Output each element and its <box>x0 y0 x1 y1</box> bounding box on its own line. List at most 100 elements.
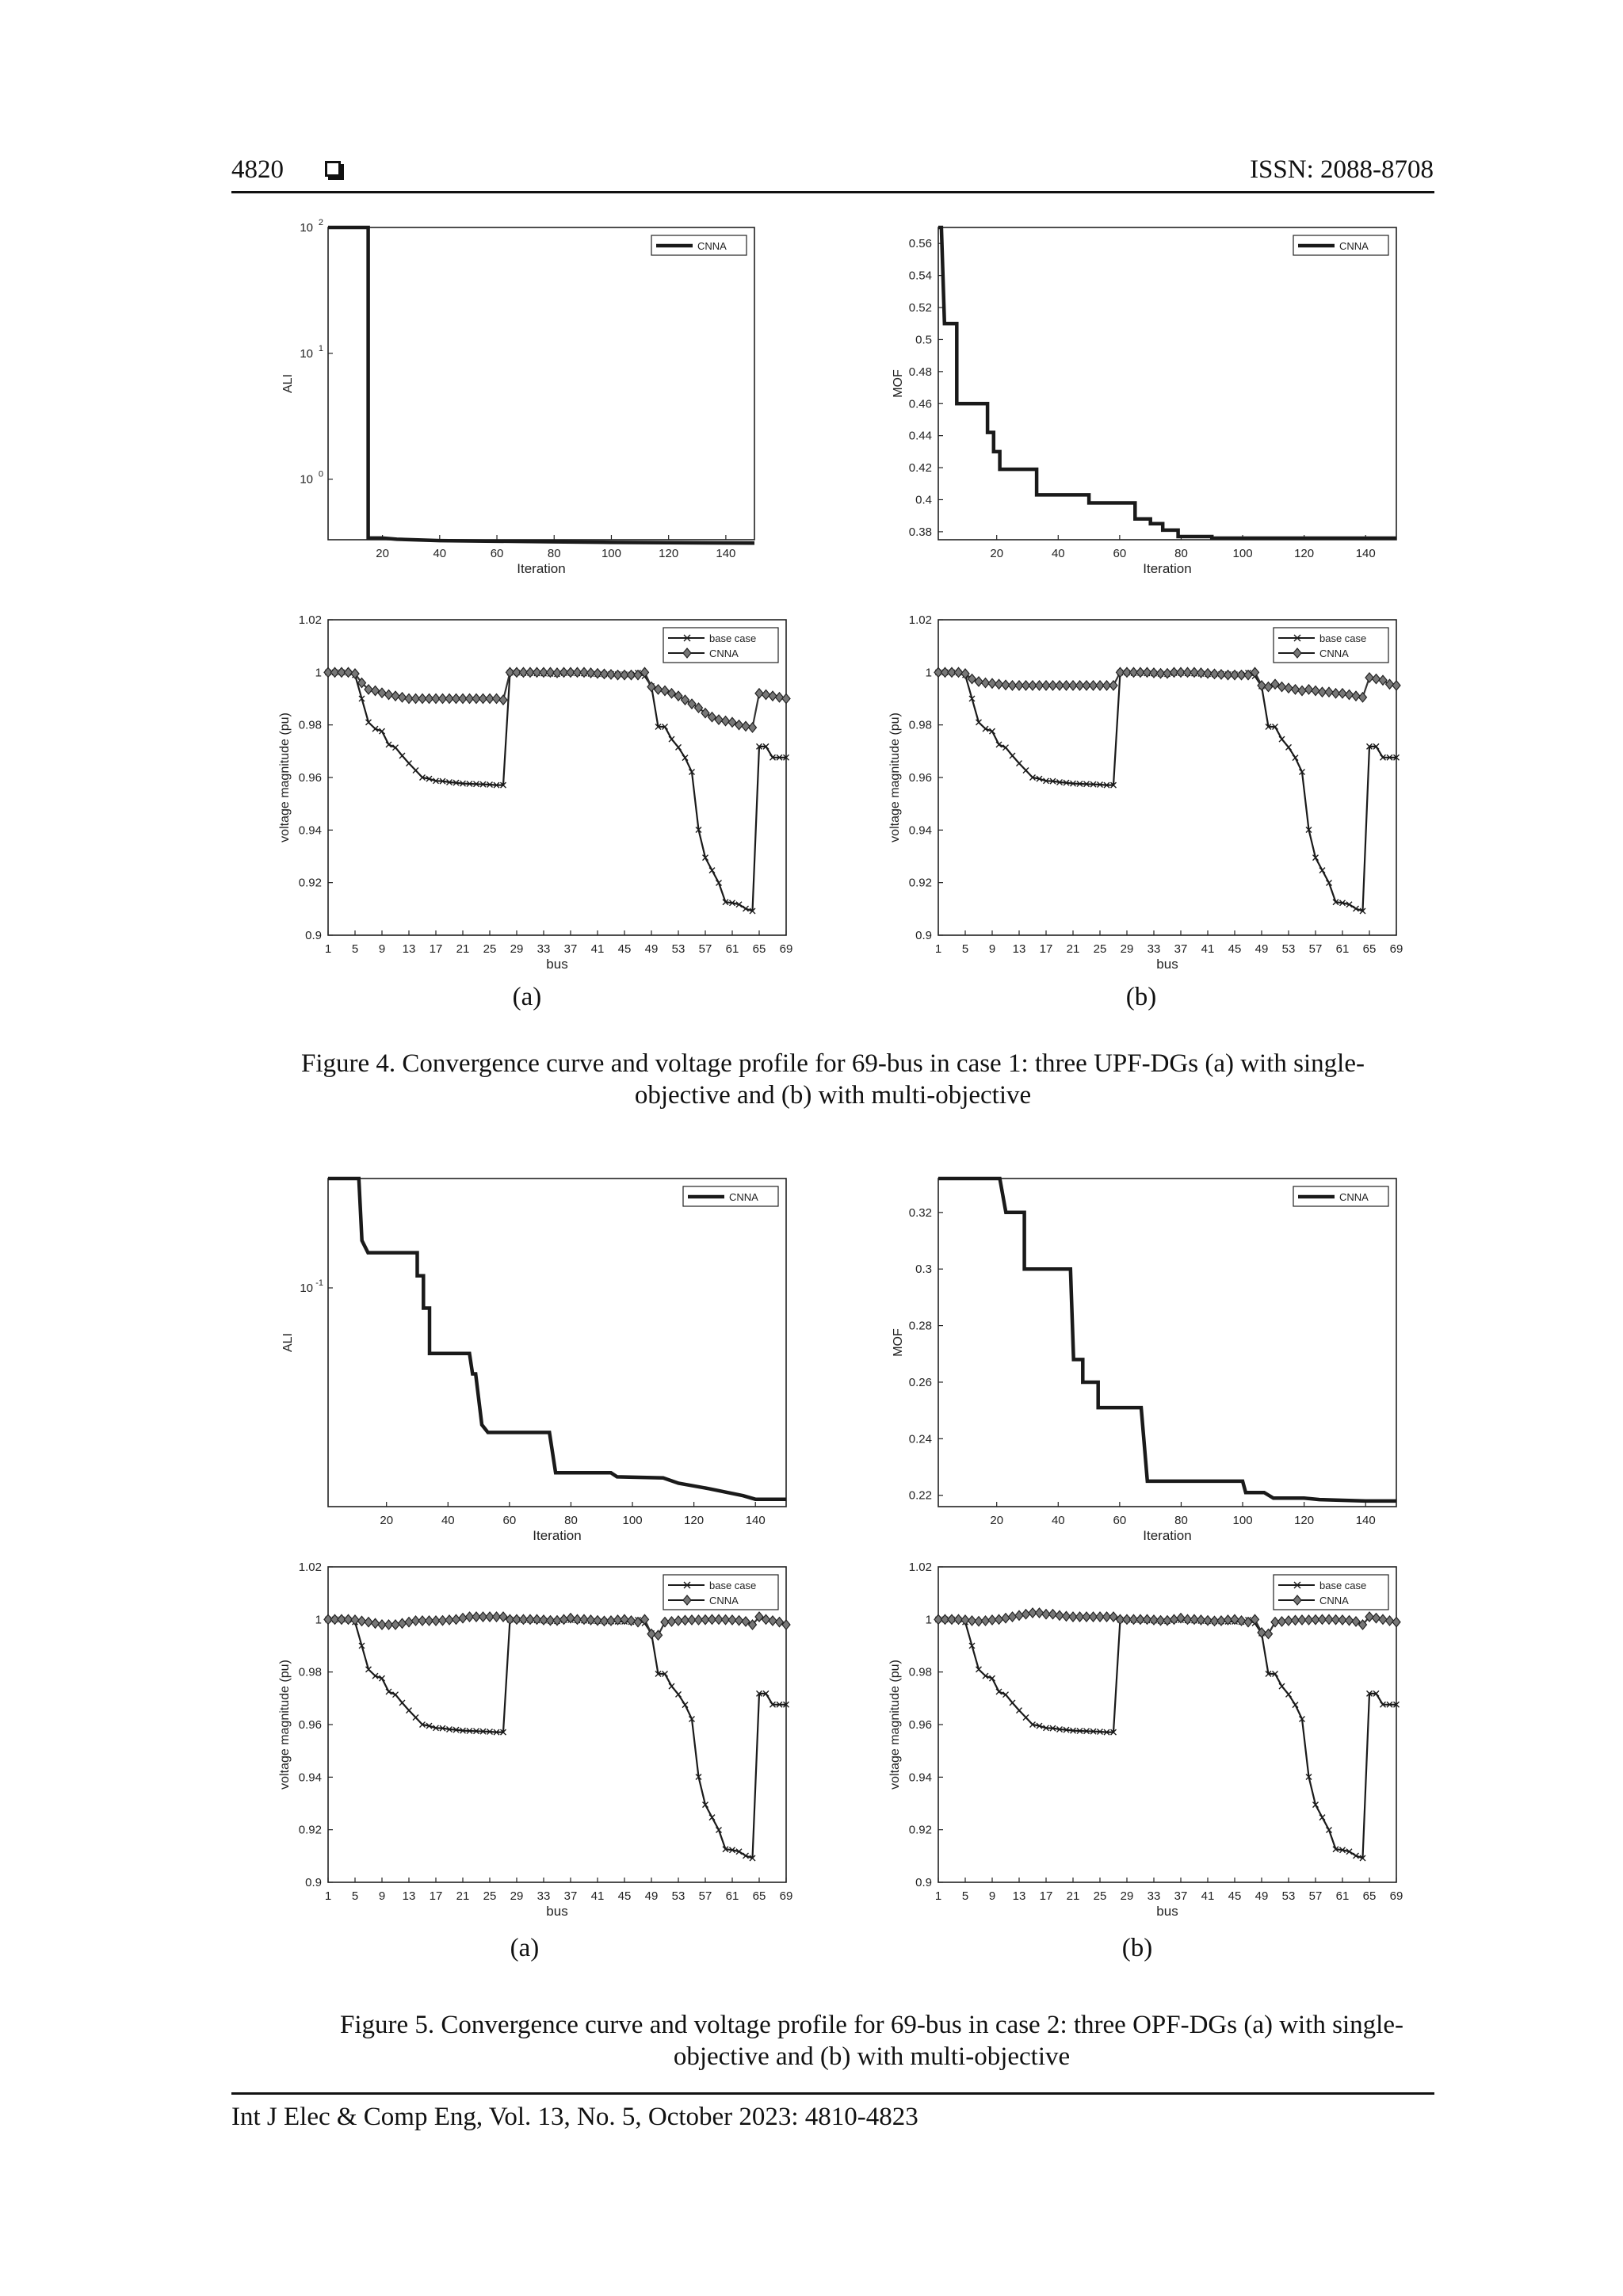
data-point-marker <box>1002 1691 1009 1698</box>
x-tick-label: 5 <box>352 942 358 956</box>
data-point-marker <box>579 667 589 678</box>
data-point-marker <box>445 1614 454 1626</box>
data-point-marker <box>437 1614 448 1626</box>
data-point-marker <box>1028 679 1037 691</box>
data-point-marker <box>1290 1614 1300 1626</box>
data-point-marker <box>379 1675 385 1682</box>
data-point-marker <box>323 667 333 678</box>
data-point-marker <box>487 781 493 788</box>
x-tick-label: 120 <box>659 547 678 560</box>
data-point-marker <box>1209 668 1220 680</box>
legend-marker <box>1293 648 1302 659</box>
data-point-marker <box>1277 681 1287 693</box>
data-point-marker <box>729 900 735 907</box>
y-tick-label: 0.28 <box>909 1320 932 1333</box>
data-point-marker <box>1075 1611 1085 1622</box>
y-axis-label: MOF <box>892 1328 905 1357</box>
x-tick-label: 60 <box>1113 547 1127 560</box>
data-point-marker <box>768 690 777 702</box>
data-point-marker <box>1344 689 1354 701</box>
y-axis-label: voltage magnitude (pu) <box>888 1660 902 1790</box>
x-tick-label: 60 <box>503 1514 517 1527</box>
data-point-marker <box>980 677 991 689</box>
data-point-marker <box>391 690 400 702</box>
data-point-marker <box>1068 679 1078 691</box>
x-tick-label: 140 <box>716 547 735 560</box>
data-point-marker <box>350 1614 360 1626</box>
data-point-marker <box>953 1614 964 1626</box>
data-point-marker <box>1021 679 1031 691</box>
x-tick-label: 65 <box>753 942 766 956</box>
data-point-marker <box>377 687 387 699</box>
data-point-marker <box>1070 780 1076 787</box>
data-point-marker <box>1331 687 1341 699</box>
y-tick-label: 0.98 <box>299 1666 322 1679</box>
data-point-marker <box>687 698 697 710</box>
legend-box <box>663 1574 779 1610</box>
data-point-marker <box>1292 755 1299 762</box>
data-point-marker <box>660 685 670 697</box>
data-point-marker <box>722 899 729 906</box>
x-tick-label: 120 <box>1294 547 1314 560</box>
data-point-marker <box>1155 1614 1166 1626</box>
data-point-marker <box>487 1728 493 1735</box>
data-point-marker <box>640 1614 650 1626</box>
data-point-marker <box>1016 760 1022 767</box>
data-point-marker <box>500 1729 506 1736</box>
data-point-marker <box>735 1848 743 1855</box>
series-line-cnna <box>328 1176 786 1501</box>
data-point-marker <box>458 693 468 705</box>
data-point-marker <box>613 669 623 681</box>
data-point-marker <box>377 1619 387 1630</box>
x-tick-label: 41 <box>591 942 605 956</box>
data-point-marker <box>1203 1614 1212 1626</box>
data-point-marker <box>1305 827 1312 833</box>
fig5a-convergence-chart: 20 40 60 80 100 120 140 10 -1 Iteration ALI CNNA <box>281 1176 787 1543</box>
data-point-marker <box>689 769 695 776</box>
series-line-cnna <box>938 1176 1396 1503</box>
data-point-marker <box>762 743 769 750</box>
data-point-marker <box>1299 1716 1305 1723</box>
plot-area <box>938 1178 1397 1507</box>
data-point-marker <box>967 1615 977 1626</box>
y-tick-label: 0.26 <box>909 1376 932 1389</box>
data-point-marker <box>1319 1814 1326 1821</box>
data-point-marker <box>1115 667 1125 678</box>
data-point-marker <box>1136 667 1145 678</box>
data-point-marker <box>1088 679 1098 691</box>
legend-label: CNNA <box>697 240 727 252</box>
data-point-marker <box>1115 1614 1125 1626</box>
data-point-marker <box>1358 691 1368 703</box>
data-point-marker <box>693 702 704 714</box>
x-tick-label: 17 <box>430 1889 443 1903</box>
x-tick-label: 13 <box>1013 1889 1026 1903</box>
data-point-marker <box>539 667 548 678</box>
data-point-marker <box>1068 1611 1078 1622</box>
data-point-marker <box>769 1701 776 1708</box>
data-point-marker <box>1036 1722 1043 1729</box>
data-point-marker <box>593 1614 602 1626</box>
data-point-marker <box>1332 1846 1339 1853</box>
data-point-marker <box>404 693 414 705</box>
data-point-marker <box>1190 1614 1199 1626</box>
x-tick-label: 57 <box>699 942 712 956</box>
data-point-marker <box>994 678 1004 690</box>
x-tick-label: 17 <box>430 942 443 956</box>
data-point-marker <box>412 1714 419 1721</box>
data-point-marker <box>599 668 609 680</box>
data-point-marker <box>1097 1728 1103 1735</box>
x-tick-label: 100 <box>601 547 621 560</box>
data-point-marker <box>1373 743 1380 750</box>
data-point-marker <box>1378 674 1388 686</box>
x-tick-label: 80 <box>564 1514 578 1527</box>
data-point-marker <box>1061 679 1071 691</box>
data-point-marker <box>695 827 702 833</box>
data-point-marker <box>1014 679 1024 691</box>
data-point-marker <box>1263 681 1274 693</box>
data-point-marker <box>1332 899 1339 906</box>
data-point-marker <box>968 1642 976 1649</box>
y-tick-label: 1 <box>315 666 322 679</box>
y-tick-label: 1 <box>926 1613 932 1626</box>
data-point-marker <box>1292 1702 1299 1709</box>
x-tick-label: 120 <box>1294 1514 1314 1527</box>
